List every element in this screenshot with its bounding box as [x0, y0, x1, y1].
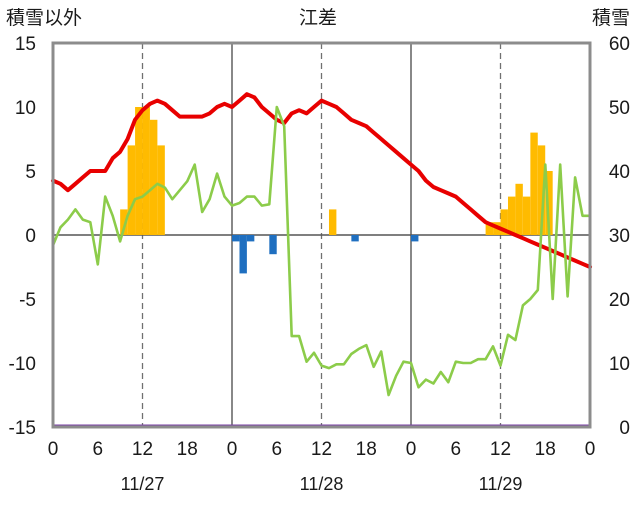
chart-title: 江差	[299, 7, 337, 29]
left-axis-title: 積雪以外	[6, 7, 82, 29]
precipitation-bar	[269, 235, 277, 255]
precipitation-bar	[239, 235, 247, 274]
snowfall-bar	[149, 119, 158, 235]
x-tick-label: 6	[92, 439, 103, 460]
x-tick-label: 18	[356, 439, 377, 460]
x-tick-label: 12	[311, 439, 332, 460]
snow-depth-line	[51, 92, 592, 269]
x-tick-label: 0	[227, 439, 238, 460]
snowfall-bar	[515, 183, 523, 235]
precipitation-bar	[411, 235, 419, 242]
snowfall-bar	[142, 107, 150, 235]
snowfall-bar	[507, 196, 516, 235]
precipitation-bar	[232, 235, 240, 242]
snowfall-bar	[522, 196, 531, 235]
right-tick-label: 60	[609, 34, 630, 55]
precipitation-bar	[246, 235, 255, 242]
date-label: 11/27	[121, 474, 165, 494]
snowfall-bar	[120, 209, 128, 235]
snowfall-bar	[500, 209, 508, 235]
right-tick-label: 50	[609, 98, 630, 119]
date-label: 11/28	[300, 474, 344, 494]
right-tick-label: 20	[609, 290, 630, 311]
x-tick-label: 6	[450, 439, 461, 460]
x-tick-label: 18	[535, 439, 556, 460]
right-tick-label: 0	[619, 418, 630, 439]
right-tick-label: 10	[609, 354, 630, 375]
snowfall-bar	[530, 132, 538, 235]
bar-series	[120, 107, 553, 274]
snowfall-bar	[127, 145, 136, 235]
right-tick-label: 40	[609, 162, 630, 183]
date-label: 11/29	[479, 474, 523, 494]
snowfall-bar	[537, 145, 546, 235]
snowfall-bar	[545, 171, 553, 235]
x-tick-label: 0	[585, 439, 596, 460]
left-tick-label: 15	[15, 34, 36, 55]
right-tick-label: 30	[609, 226, 630, 247]
left-tick-label: 0	[25, 226, 36, 247]
x-tick-label: 0	[406, 439, 417, 460]
precipitation-bar	[351, 235, 359, 242]
left-tick-label: 10	[15, 98, 36, 119]
x-tick-label: 6	[271, 439, 282, 460]
temperature-line	[51, 105, 592, 397]
left-tick-label: -10	[9, 354, 36, 375]
plot-frame	[51, 41, 592, 429]
left-tick-label: 5	[25, 162, 36, 183]
x-tick-label: 0	[48, 439, 59, 460]
x-tick-label: 18	[177, 439, 198, 460]
snowfall-bar	[328, 209, 337, 235]
snowfall-bar	[485, 222, 494, 235]
snowfall-bar	[135, 107, 143, 235]
x-tick-label: 12	[490, 439, 511, 460]
left-tick-label: -15	[9, 418, 36, 439]
x-tick-label: 12	[132, 439, 153, 460]
right-axis-title: 積雪	[592, 7, 630, 29]
left-tick-label: -5	[19, 290, 36, 311]
snowfall-bar	[157, 145, 165, 235]
